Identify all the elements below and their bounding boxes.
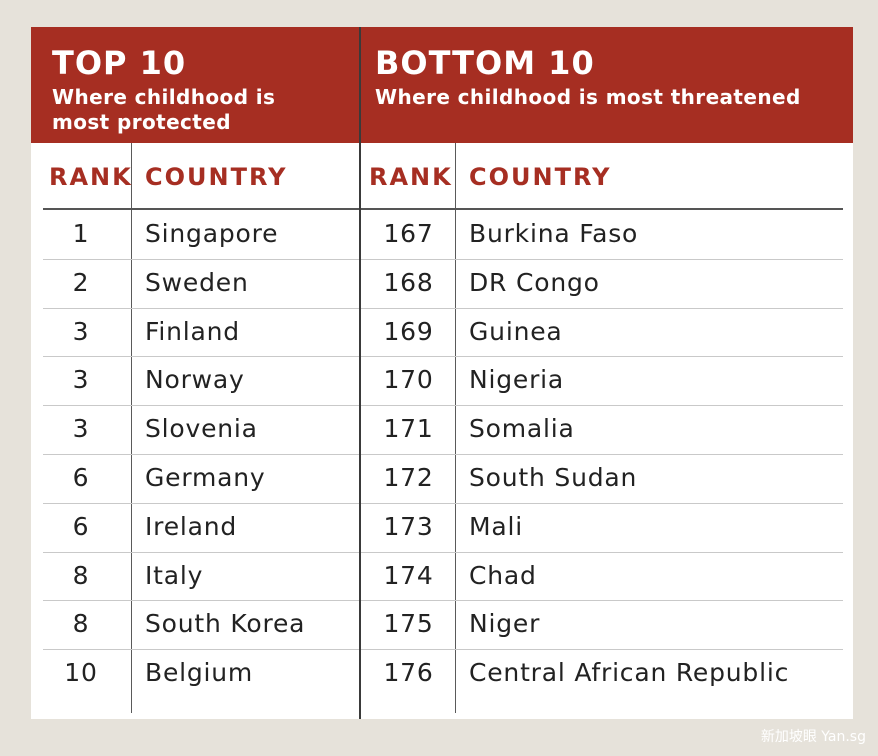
row-separator — [361, 551, 843, 553]
row-separator — [361, 258, 843, 260]
top-rank-cell: 3 — [72, 316, 90, 346]
bottom-country-cell: Nigeria — [469, 365, 565, 395]
top-country-cell: Slovenia — [145, 414, 258, 444]
top-country-cell: Sweden — [145, 267, 249, 297]
top-country-header: COUNTRY — [145, 163, 288, 191]
top-rank-header: RANK — [49, 163, 133, 191]
bottom-rank-cell: 170 — [383, 365, 434, 395]
top10-title: TOP 10 — [52, 44, 187, 82]
table-row: 6 Ireland 173 Mali — [31, 503, 853, 552]
bottom-rank-cell: 173 — [383, 511, 434, 541]
row-separator — [43, 356, 359, 358]
top10-header: TOP 10 Where childhood is most protected — [31, 27, 359, 143]
top-rank-cell: 2 — [72, 267, 90, 297]
row-separator — [361, 600, 843, 602]
bottom-header-rule — [361, 208, 843, 210]
bottom10-title: BOTTOM 10 — [375, 44, 595, 82]
row-separator — [43, 405, 359, 407]
row-separator — [361, 405, 843, 407]
top-country-cell: Norway — [145, 365, 245, 395]
top-country-cell: Germany — [145, 463, 266, 492]
bottom-country-cell: DR Congo — [469, 267, 600, 297]
bottom-rank-cell: 174 — [383, 560, 434, 590]
bottom-country-cell: Chad — [469, 560, 537, 590]
bottom-rank-cell: 167 — [383, 219, 434, 248]
watermark: 新加坡眼 Yan.sg — [760, 729, 866, 745]
top-header-rule — [43, 208, 359, 210]
ranking-table: TOP 10 Where childhood is most protected… — [31, 27, 853, 719]
bottom-rank-cell: 169 — [383, 316, 434, 346]
top-country-cell: Italy — [145, 560, 204, 590]
table-row: 2 Sweden 168 DR Congo — [31, 259, 853, 308]
row-separator — [361, 454, 843, 455]
bottom-country-cell: Niger — [469, 609, 541, 639]
top10-subtitle-line1: Where childhood is — [52, 85, 276, 109]
top10-subtitle-line2: most protected — [52, 110, 231, 134]
row-separator — [361, 307, 843, 309]
row-separator — [43, 258, 359, 260]
bottom-country-header: COUNTRY — [469, 163, 612, 191]
bottom-column-divider — [455, 143, 456, 713]
bottom-rank-header: RANK — [369, 163, 453, 191]
top-rank-cell: 8 — [72, 560, 90, 590]
table-row: 1 Singapore 167 Burkina Faso — [31, 210, 853, 259]
table-row: 6 Germany 172 South Sudan — [31, 454, 853, 503]
row-separator — [43, 551, 359, 553]
top-rank-cell: 8 — [72, 609, 90, 639]
bottom-rank-cell: 171 — [383, 414, 434, 444]
bottom-rank-cell: 168 — [383, 267, 434, 297]
center-divider — [359, 27, 361, 719]
row-separator — [43, 649, 359, 651]
top-rank-cell: 3 — [72, 365, 90, 395]
top-rank-cell: 1 — [72, 219, 90, 248]
top-rank-cell: 10 — [64, 658, 98, 688]
top-rank-cell: 6 — [72, 511, 90, 541]
top-rank-cell: 6 — [72, 463, 90, 492]
top-country-cell: Singapore — [145, 219, 279, 248]
row-separator — [43, 307, 359, 309]
top-country-cell: Ireland — [145, 511, 238, 541]
bottom-rank-cell: 175 — [383, 609, 434, 639]
top-country-cell: Belgium — [145, 658, 254, 688]
table-row: 3 Norway 170 Nigeria — [31, 356, 853, 405]
top-country-cell: Finland — [145, 316, 240, 346]
top10-subtitle: Where childhood is most protected — [52, 85, 275, 135]
row-separator — [43, 502, 359, 504]
row-separator — [361, 649, 843, 651]
table-row: 3 Slovenia 171 Somalia — [31, 405, 853, 454]
bottom-country-cell: Central African Republic — [469, 658, 790, 688]
row-separator — [43, 600, 359, 602]
row-separator — [361, 502, 843, 504]
bottom-rank-cell: 172 — [383, 463, 434, 492]
bottom10-header: BOTTOM 10 Where childhood is most threat… — [361, 27, 853, 143]
table-row: 8 Italy 174 Chad — [31, 552, 853, 601]
row-separator — [43, 454, 359, 455]
bottom10-subtitle: Where childhood is most threatened — [375, 85, 801, 109]
bottom-country-cell: Somalia — [469, 414, 575, 444]
top-rank-cell: 3 — [72, 414, 90, 444]
bottom-rank-cell: 176 — [383, 658, 434, 688]
bottom-country-cell: Burkina Faso — [469, 219, 639, 248]
table-row: 8 South Korea 175 Niger — [31, 600, 853, 649]
top-country-cell: South Korea — [145, 609, 306, 639]
top-column-divider — [131, 143, 132, 713]
bottom-country-cell: Guinea — [469, 316, 563, 346]
table-row: 10 Belgium 176 Central African Republic — [31, 649, 853, 698]
bottom-country-cell: Mali — [469, 511, 523, 541]
bottom-country-cell: South Sudan — [469, 463, 638, 492]
table-row: 3 Finland 169 Guinea — [31, 308, 853, 357]
row-separator — [361, 356, 843, 358]
